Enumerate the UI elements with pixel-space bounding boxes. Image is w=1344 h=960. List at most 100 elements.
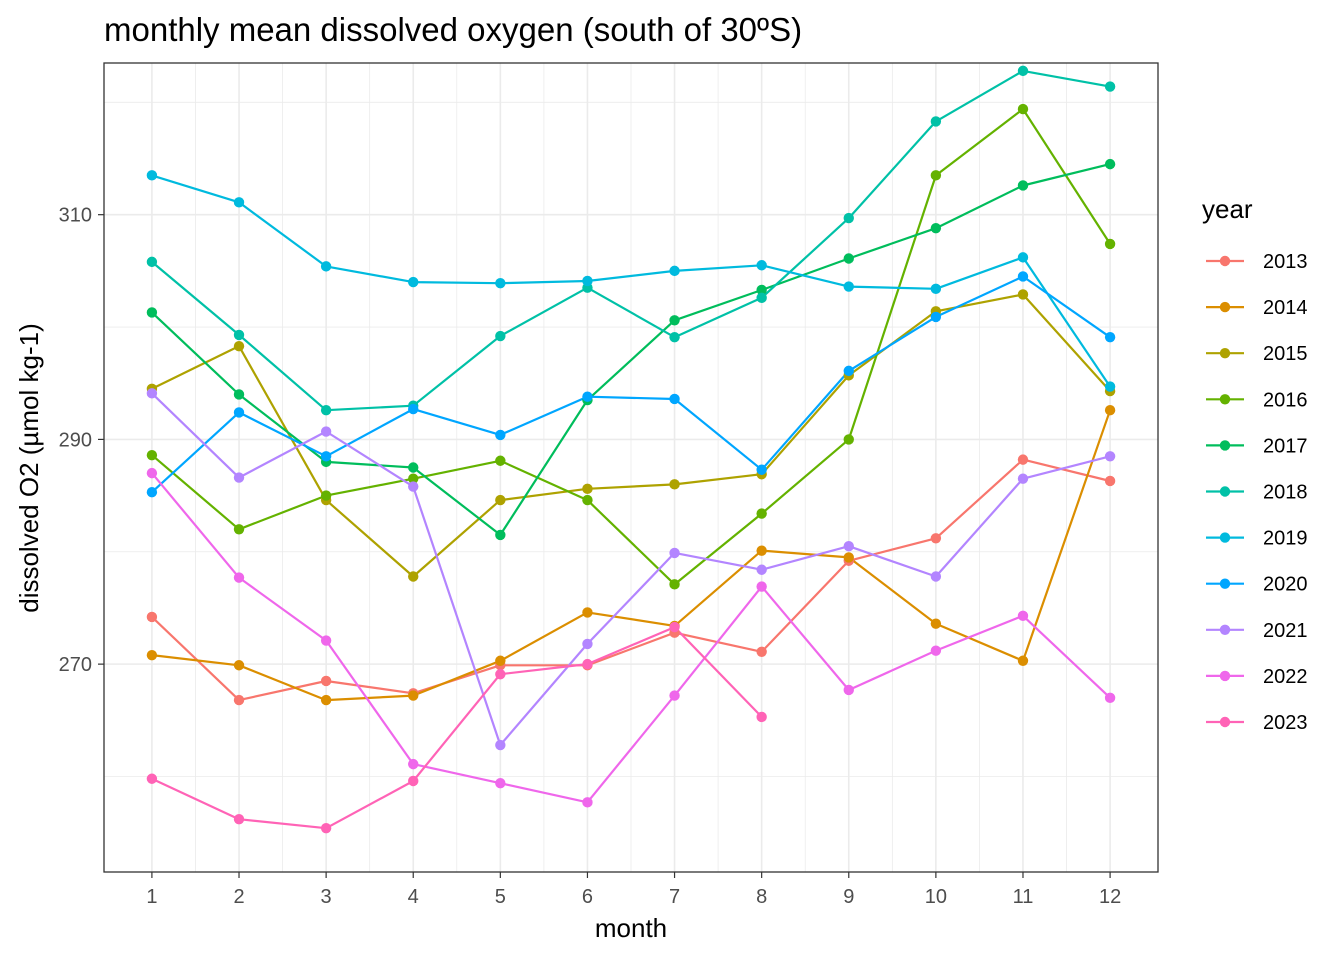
data-point-2019	[320, 261, 332, 272]
data-point-2017	[146, 307, 158, 318]
data-point-2021	[756, 564, 767, 575]
data-point-2022	[582, 797, 593, 808]
data-point-2019	[146, 170, 158, 181]
data-point-2016	[233, 524, 245, 535]
y-axis: 270 290 310	[59, 205, 104, 676]
data-point-2020	[930, 311, 942, 323]
legend-label: 2015	[1263, 343, 1308, 365]
legend-label: 2020	[1263, 574, 1308, 596]
data-point-2014	[843, 552, 854, 563]
data-point-2018	[930, 116, 942, 127]
legend-label: 2013	[1263, 251, 1308, 273]
data-point-2021	[1017, 473, 1029, 484]
data-point-2018	[495, 330, 506, 342]
x-tick-label: 2	[233, 886, 244, 908]
data-point-2021	[233, 472, 245, 483]
data-point-2016	[669, 579, 680, 590]
series-points	[146, 65, 1116, 834]
data-point-2021	[408, 481, 419, 492]
data-point-2019	[756, 260, 767, 271]
legend-item-2019: 2019	[1206, 528, 1308, 550]
data-point-2019	[930, 283, 942, 295]
data-point-2016	[1017, 103, 1029, 115]
data-point-2018	[756, 292, 767, 304]
legend-item-2014: 2014	[1206, 297, 1308, 319]
legend-item-2022: 2022	[1206, 666, 1308, 688]
data-point-2022	[669, 690, 680, 701]
x-tick-label: 4	[408, 886, 419, 908]
data-point-2020	[146, 487, 158, 498]
data-point-2022	[146, 467, 158, 479]
data-point-2014	[930, 618, 942, 629]
legend-label: 2014	[1263, 297, 1308, 319]
data-point-2017	[843, 253, 854, 264]
legend-key-point	[1219, 348, 1231, 359]
data-point-2014	[408, 690, 419, 701]
x-tick-label: 11	[1013, 886, 1034, 908]
data-point-2021	[669, 547, 680, 559]
data-point-2022	[233, 572, 245, 583]
legend-item-2013: 2013	[1206, 251, 1308, 273]
data-point-2020	[233, 407, 245, 418]
legend-item-2017: 2017	[1206, 435, 1308, 457]
data-point-2018	[1104, 81, 1116, 92]
legend-item-2018: 2018	[1206, 482, 1308, 504]
data-point-2017	[669, 315, 680, 326]
legend-label: 2022	[1263, 666, 1308, 688]
chart-title: monthly mean dissolved oxygen (south of …	[104, 11, 802, 48]
data-point-2015	[1017, 289, 1029, 300]
data-point-2021	[930, 571, 942, 582]
legend-key-point	[1219, 532, 1231, 543]
x-tick-label: 6	[582, 886, 593, 908]
data-point-2023	[320, 822, 332, 834]
data-point-2023	[669, 621, 680, 633]
data-point-2021	[582, 638, 593, 650]
series-line-2022	[151, 472, 1111, 804]
data-point-2019	[408, 276, 419, 288]
data-point-2017	[1017, 180, 1029, 191]
legend-item-2016: 2016	[1206, 389, 1308, 411]
data-point-2015	[408, 571, 419, 582]
legend-key-point	[1219, 440, 1231, 451]
data-point-2013	[1104, 475, 1116, 487]
data-point-2020	[1104, 331, 1116, 343]
data-point-2014	[233, 660, 245, 671]
data-point-2017	[930, 222, 942, 234]
data-point-2013	[756, 646, 767, 657]
x-tick-label: 12	[1099, 886, 1121, 908]
data-point-2020	[320, 451, 332, 462]
data-point-2020	[1017, 271, 1029, 282]
data-point-2015	[669, 479, 680, 490]
x-tick-label: 3	[321, 886, 332, 908]
legend-title: year	[1202, 194, 1253, 224]
x-axis-title: month	[595, 913, 667, 943]
series-line-2021	[151, 392, 1111, 747]
legend: year 2013 2014 2015 2016 2017 2018 2019 2020 202…	[1202, 194, 1308, 734]
y-tick-label: 270	[59, 654, 92, 676]
data-point-2019	[233, 197, 245, 208]
x-tick-label: 8	[756, 886, 767, 908]
data-point-2018	[669, 331, 680, 343]
legend-key-point	[1219, 301, 1231, 313]
major-gridlines	[104, 63, 1158, 872]
legend-label: 2023	[1263, 712, 1308, 734]
legend-item-2021: 2021	[1206, 620, 1308, 642]
data-point-2022	[408, 758, 419, 770]
legend-item-2023: 2023	[1206, 712, 1308, 734]
legend-key-point	[1219, 624, 1231, 635]
data-point-2016	[756, 508, 767, 519]
data-point-2018	[233, 329, 245, 341]
data-point-2019	[582, 275, 593, 287]
data-point-2023	[582, 658, 593, 670]
data-point-2015	[233, 340, 245, 352]
series-line-2013	[151, 458, 1111, 702]
data-point-2016	[930, 170, 942, 181]
x-axis: 1 2 3 4 5 6 7 8 9 10 11 12	[146, 872, 1121, 908]
legend-key-point	[1219, 670, 1231, 682]
data-point-2014	[320, 694, 332, 706]
data-point-2020	[756, 464, 767, 475]
data-point-2016	[1104, 238, 1116, 250]
series-line-2015	[151, 293, 1111, 578]
data-point-2014	[1017, 655, 1029, 666]
